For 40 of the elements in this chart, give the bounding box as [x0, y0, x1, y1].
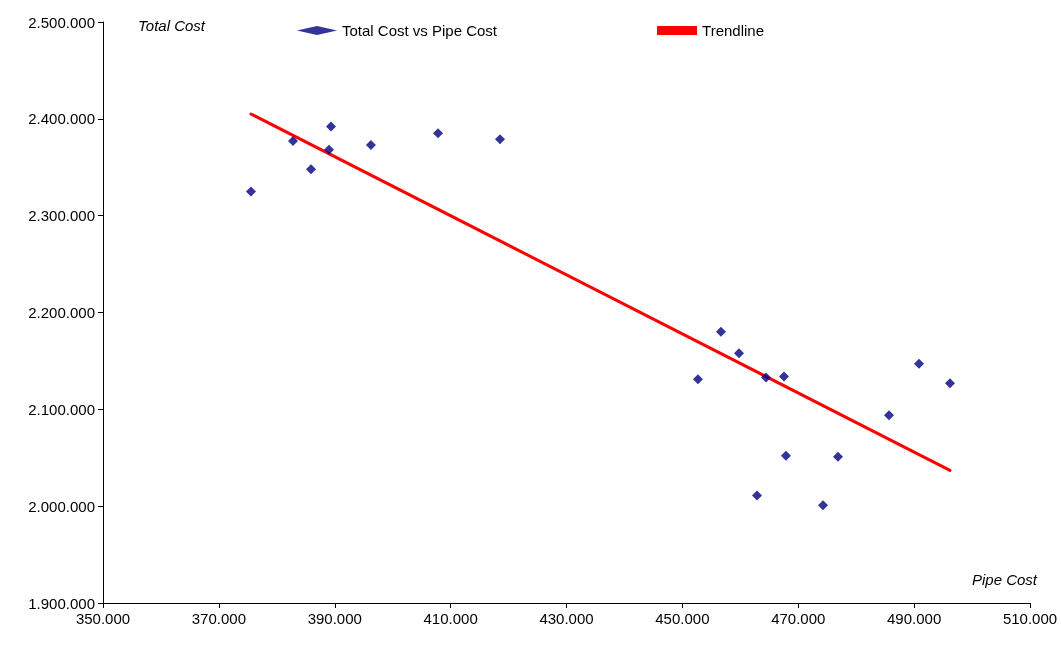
point — [325, 121, 336, 132]
x-tick-label: 490.000 — [887, 610, 942, 627]
point — [432, 128, 443, 139]
y-tick-label: 2.400.000 — [28, 110, 95, 128]
y-tick-label: 2.300.000 — [28, 207, 95, 225]
x-tick-label: 470.000 — [771, 610, 826, 627]
point — [883, 410, 894, 421]
x-tick-label: 350.000 — [75, 610, 131, 627]
point — [817, 500, 828, 511]
x-tick-label: 390.000 — [307, 610, 362, 627]
point — [715, 326, 726, 337]
x-tick-label: 510.000 — [1002, 610, 1058, 627]
legend-label: Trendline — [702, 22, 765, 39]
y-axis-title: Total Cost — [138, 17, 206, 34]
y-tick-label: 2.500.000 — [28, 13, 95, 31]
x-axis-title: Pipe Cost — [971, 571, 1038, 588]
point — [760, 372, 771, 383]
point — [833, 451, 843, 462]
point — [779, 371, 789, 382]
y-tick-label: 2.100.000 — [28, 400, 95, 418]
point — [752, 490, 762, 501]
point — [692, 374, 703, 385]
y-tick-label: 2.000.000 — [28, 497, 95, 515]
point — [324, 144, 335, 155]
x-tick-label: 430.000 — [539, 610, 594, 627]
x-tick-label: 410.000 — [423, 610, 478, 627]
point — [245, 186, 256, 197]
y-tick-label: 2.200.000 — [28, 304, 95, 321]
x-tick-label: 370.000 — [191, 610, 246, 627]
point — [944, 378, 955, 389]
point — [913, 358, 924, 369]
y-tick-label: 1.900.000 — [28, 594, 95, 612]
point — [733, 348, 744, 359]
point — [306, 164, 316, 175]
point — [780, 450, 791, 461]
point — [287, 136, 298, 147]
legend-label: Total Cost vs Pipe Cost — [341, 22, 498, 39]
point — [494, 134, 505, 145]
x-tick-label: 450.000 — [655, 610, 710, 627]
point — [365, 139, 376, 150]
